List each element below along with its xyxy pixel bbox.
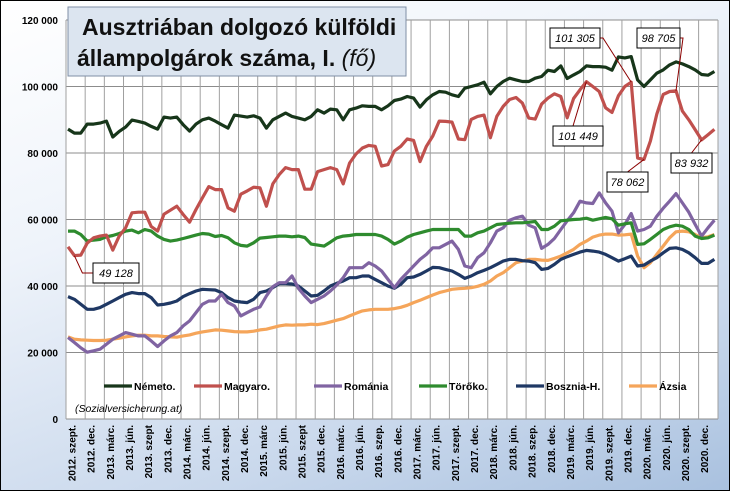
x-tick-label: 2017. márc. bbox=[413, 425, 424, 480]
x-tick-label: 2015. szept bbox=[298, 424, 309, 478]
annotation-label: 98 705 bbox=[642, 33, 677, 45]
x-tick-label: 2017. szept. bbox=[451, 425, 462, 481]
annotation: 49 128 bbox=[73, 255, 140, 284]
y-tick-label: 60 000 bbox=[27, 216, 58, 227]
chart-title: Ausztriában dolgozó külföldi állampolgár… bbox=[67, 6, 407, 77]
x-tick-label: 2018. márc. bbox=[489, 425, 500, 480]
legend-item: Magyaro. bbox=[194, 381, 270, 393]
source-note: (Sozialversicherung.at) bbox=[75, 403, 182, 415]
title-line-2-text: állampolgárok száma, I. bbox=[77, 45, 335, 71]
x-tick-label: 2017. jún. bbox=[432, 425, 443, 471]
x-tick-label: 2016. márc. bbox=[336, 425, 347, 480]
x-tick-label: 2018. jún. bbox=[508, 425, 519, 471]
x-tick-label: 2013. dec. bbox=[163, 425, 174, 473]
annotation-label: 83 932 bbox=[675, 158, 709, 170]
legend-label: Ázsia bbox=[659, 380, 687, 393]
legend-label: Törőko. bbox=[449, 381, 488, 393]
leader-line bbox=[691, 139, 702, 154]
y-tick-label: 20 000 bbox=[27, 349, 58, 360]
legend-label: Németo. bbox=[134, 381, 176, 393]
x-tick-label: 2019. dec. bbox=[623, 425, 634, 473]
x-tick-label: 2015. jún. bbox=[278, 425, 289, 471]
annotation-box bbox=[670, 152, 713, 174]
x-tick-label: 2012. szept. bbox=[68, 425, 79, 481]
legend-item: Ázsia bbox=[629, 380, 687, 393]
series-lines bbox=[66, 54, 716, 354]
series-line-nmeto bbox=[67, 54, 716, 139]
annotation-box bbox=[636, 27, 681, 49]
x-tick-label: 2016. dec. bbox=[393, 425, 404, 473]
x-tick-label: 2014. dec. bbox=[240, 425, 251, 473]
series-line-boszniah bbox=[67, 246, 716, 311]
x-tick-label: 2019. szept. bbox=[604, 425, 615, 481]
title-box bbox=[67, 6, 407, 77]
annotation: 83 932 bbox=[670, 139, 713, 174]
x-tick-label: 2013. jún. bbox=[125, 425, 136, 471]
legend-item: Románia bbox=[314, 381, 389, 393]
x-tick-label: 2015. márc bbox=[259, 425, 270, 477]
legend-item: Törőko. bbox=[419, 381, 488, 393]
y-axis: 0 20 000 40 000 60 000 80 000 100 000 120 000 bbox=[22, 16, 59, 426]
leader-line bbox=[572, 81, 587, 127]
series-line-magyaro bbox=[66, 80, 716, 258]
annotation-label: 101 305 bbox=[555, 33, 596, 45]
annotation-box bbox=[552, 125, 604, 147]
leader-line bbox=[600, 37, 632, 83]
x-tick-label: 2016. jún. bbox=[355, 425, 366, 471]
x-tick-label: 2014. jún. bbox=[202, 425, 213, 471]
x-tick-label: 2013. márc. bbox=[106, 425, 117, 480]
annotation-label: 49 128 bbox=[99, 268, 134, 280]
annotation-label: 101 449 bbox=[558, 131, 598, 143]
x-tick-label: 2018. szep. bbox=[528, 425, 539, 478]
x-tick-label: 2014. szept. bbox=[221, 425, 232, 481]
legend-label: Románia bbox=[344, 381, 389, 393]
x-tick-label: 2014. márc. bbox=[183, 425, 194, 480]
leader-line bbox=[627, 159, 645, 173]
x-tick-label: 2017. dec. bbox=[470, 425, 481, 473]
annotation: 98 705 bbox=[636, 27, 684, 91]
annotation: 101 449 bbox=[552, 81, 604, 147]
x-tick-label: 2020. dec. bbox=[700, 425, 711, 473]
x-tick-label: 2018. dec. bbox=[547, 425, 558, 473]
title-line-1: Ausztriában dolgozó külföldi bbox=[82, 14, 396, 40]
y-tick-label: 120 000 bbox=[22, 16, 59, 27]
series-line-zsia bbox=[67, 229, 715, 343]
x-tick-label: 2015. dec. bbox=[317, 425, 328, 473]
leader-line bbox=[73, 255, 93, 274]
gridlines bbox=[65, 19, 719, 420]
y-tick-label: 0 bbox=[52, 415, 58, 426]
legend-label: Magyaro. bbox=[224, 381, 270, 393]
x-tick-label: 2013. szept bbox=[144, 424, 155, 478]
leader-line bbox=[675, 37, 684, 91]
annotation-label: 78 062 bbox=[611, 177, 645, 189]
y-tick-label: 80 000 bbox=[27, 149, 58, 160]
y-tick-label: 40 000 bbox=[27, 282, 58, 293]
x-tick-label: 2020. márc. bbox=[643, 425, 654, 480]
annotations: 49 128 101 305 98 705 101 449 78 062 83 932 bbox=[73, 27, 713, 284]
x-tick-label: 2019. jún. bbox=[585, 425, 596, 471]
annotation-box bbox=[549, 27, 601, 49]
legend-label: Bosznia-H. bbox=[546, 381, 600, 393]
annotation-box bbox=[606, 171, 649, 193]
legend: Németo. Magyaro. Románia Törőko. Bosznia-H. Á… bbox=[104, 380, 687, 393]
x-tick-label: 2012. dec. bbox=[87, 425, 98, 473]
x-axis: 2012. szept. 2012. dec. 2013. márc. 2013. j… bbox=[68, 424, 712, 481]
title-unit: (fő) bbox=[342, 45, 377, 71]
series-line-romnia bbox=[67, 191, 716, 354]
title-line-2: állampolgárok száma, I. (fő) bbox=[77, 45, 376, 71]
annotation: 101 305 bbox=[549, 27, 632, 83]
x-tick-label: 2020. jún. bbox=[662, 425, 673, 471]
x-tick-label: 2020. szept. bbox=[681, 425, 692, 481]
y-tick-label: 100 000 bbox=[22, 83, 59, 94]
annotation: 78 062 bbox=[606, 159, 649, 193]
x-tick-label: 2016. szep. bbox=[374, 425, 385, 478]
series-line-trko bbox=[68, 215, 716, 248]
legend-item: Bosznia-H. bbox=[516, 381, 600, 393]
annotation-box bbox=[92, 262, 140, 284]
legend-item: Németo. bbox=[104, 381, 176, 393]
x-tick-label: 2019. márc. bbox=[566, 425, 577, 480]
